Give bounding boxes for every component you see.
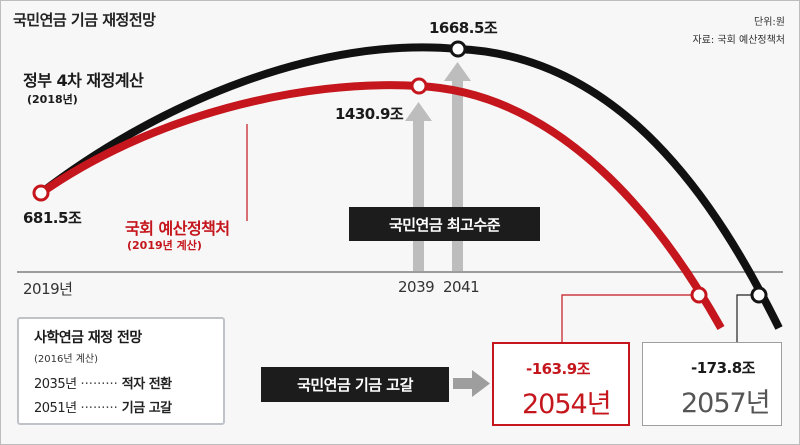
info-row-year: 2035년 bbox=[34, 377, 77, 392]
x-tick-label: 2041 bbox=[443, 278, 480, 296]
chart-title: 국민연금 기금 재정전망 bbox=[13, 11, 156, 29]
series-note-government: (2018년) bbox=[27, 93, 78, 106]
depletion-value-government: -173.8조 bbox=[691, 359, 755, 377]
info-box-subtitle: (2016년 계산) bbox=[34, 354, 99, 365]
depletion-box-government: -173.8조 2057년 bbox=[642, 342, 782, 426]
depletion-year-government: 2057년 bbox=[681, 388, 771, 419]
depletion-value-assembly: -163.9조 bbox=[526, 360, 590, 378]
peak-value-government: 1668.5조 bbox=[429, 19, 498, 37]
x-tick-label: 2019년 bbox=[23, 280, 73, 298]
start-point-marker bbox=[32, 184, 50, 202]
peak-marker-government bbox=[449, 40, 467, 58]
info-row-year: 2051년 bbox=[34, 401, 77, 416]
peak-arrow-2041 bbox=[444, 62, 471, 271]
red-depletion-connector bbox=[561, 294, 699, 343]
info-box-title: 사학연금 재정 전망 bbox=[34, 330, 142, 346]
series-label-assembly: 국회 예산정책처 bbox=[125, 219, 230, 238]
depletion-arrow bbox=[453, 370, 490, 397]
depletion-marker-government bbox=[750, 286, 768, 304]
info-row-result: 적자 전환 bbox=[121, 377, 172, 392]
unit-label: 단위:원 bbox=[754, 17, 785, 28]
depletion-annotation-box: 국민연금 기금 고갈 bbox=[261, 367, 449, 402]
depletion-marker-assembly bbox=[690, 286, 708, 304]
info-box-row: 2051년 ········· 기금 고갈 bbox=[34, 397, 172, 416]
info-row-dots: ········· bbox=[80, 401, 118, 416]
peak-marker-assembly bbox=[410, 77, 428, 95]
peak-annotation-box: 국민연금 최고수준 bbox=[349, 207, 540, 241]
series-note-assembly: (2019년 계산) bbox=[127, 239, 202, 252]
info-row-dots: ········· bbox=[80, 377, 118, 392]
teachers-pension-info-box: 사학연금 재정 전망 (2016년 계산) 2035년 ········· 적자 전… bbox=[17, 317, 225, 425]
x-tick-label: 2039 bbox=[398, 278, 435, 296]
source-label: 자료: 국회 예산정책처 bbox=[692, 35, 785, 46]
depletion-year-assembly: 2054년 bbox=[522, 389, 612, 420]
series-label-government: 정부 4차 재정계산 bbox=[23, 71, 144, 90]
depletion-box-assembly: -163.9조 2054년 bbox=[492, 342, 630, 426]
start-value-label: 681.5조 bbox=[23, 209, 82, 227]
peak-value-assembly: 1430.9조 bbox=[335, 105, 404, 123]
info-row-result: 기금 고갈 bbox=[121, 401, 172, 416]
peak-arrow-2039 bbox=[405, 102, 432, 271]
info-box-row: 2035년 ········· 적자 전환 bbox=[34, 373, 172, 392]
